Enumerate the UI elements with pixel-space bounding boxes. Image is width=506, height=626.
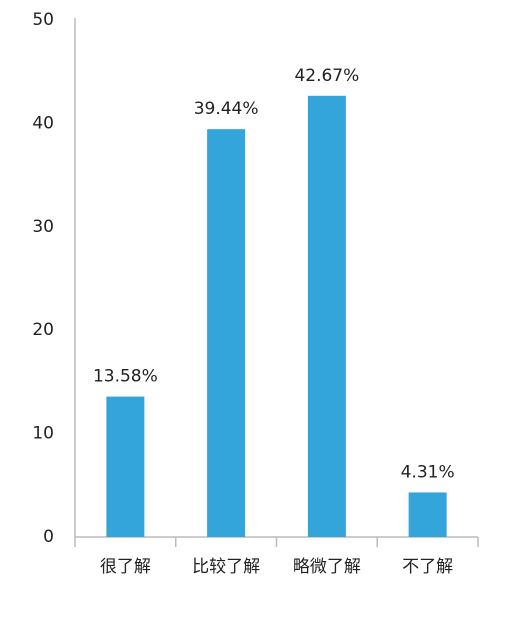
bar (106, 396, 145, 537)
value-label: 13.58% (93, 367, 158, 387)
x-tick-label: 略微了解 (293, 557, 361, 577)
bar (207, 129, 246, 537)
value-label: 4.31% (401, 462, 455, 482)
x-tick-label: 很了解 (100, 557, 151, 577)
bar (408, 492, 447, 537)
x-tick-label: 不了解 (402, 557, 453, 577)
bar (307, 95, 346, 537)
y-tick-label: 30 (32, 217, 54, 237)
y-tick-label: 50 (32, 10, 54, 30)
x-tick-label: 比较了解 (192, 557, 260, 577)
y-tick-label: 0 (43, 527, 54, 547)
y-tick-label: 10 (32, 424, 54, 444)
value-label: 42.67% (294, 66, 359, 86)
y-tick-label: 40 (32, 113, 54, 133)
value-label: 39.44% (194, 99, 259, 119)
y-tick-label: 20 (32, 320, 54, 340)
